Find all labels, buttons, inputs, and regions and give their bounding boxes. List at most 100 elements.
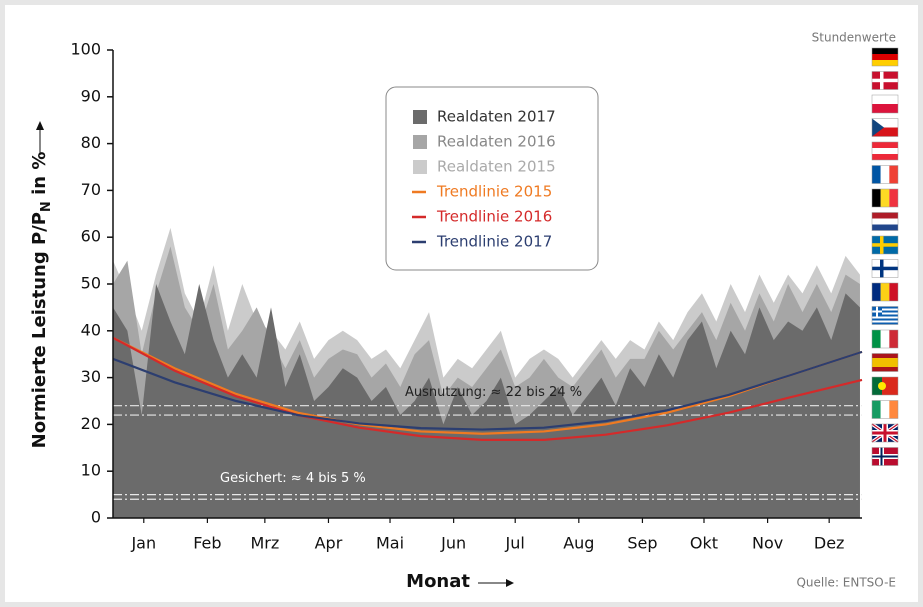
flag (871, 353, 899, 372)
flag-border (871, 353, 899, 372)
flag-border (871, 376, 899, 396)
y-label-sub: N (39, 201, 54, 212)
flag-border (871, 118, 899, 137)
y-tick-label: 30 (81, 367, 101, 386)
flag-part (889, 165, 898, 184)
flag-part (872, 165, 881, 184)
y-label-part: Normierte Leistung P/P (29, 212, 50, 448)
flag-part (889, 330, 898, 348)
y-axis-label: Normierte Leistung P/PN in % (29, 152, 54, 449)
flag-part (872, 218, 898, 225)
flag-border (871, 71, 899, 90)
x-tick-label: Dez (814, 534, 845, 553)
flag-part (872, 127, 898, 137)
legend-label: Trendlinie 2016 (436, 208, 552, 226)
flag-part (872, 318, 898, 321)
y-tick-label: 50 (81, 274, 101, 293)
area (113, 284, 860, 518)
flag (871, 306, 899, 325)
y-tick-label: 20 (81, 414, 101, 433)
flag-part (872, 104, 898, 113)
legend-label: Trendlinie 2015 (436, 183, 552, 201)
x-tick-label: Mrz (250, 534, 279, 553)
flag (871, 188, 899, 208)
flag-part (872, 314, 898, 317)
flag-part (882, 377, 898, 395)
flag-border (871, 306, 899, 325)
flag-part (872, 308, 898, 311)
x-tick-label: Feb (193, 534, 221, 553)
flag-part (872, 362, 898, 367)
flag-part (872, 266, 898, 271)
flag-part (872, 243, 898, 247)
x-tick-label: Mai (376, 534, 404, 553)
legend-label: Trendlinie 2017 (436, 233, 552, 251)
flag-part (872, 377, 882, 395)
x-axis-label: Monat (406, 571, 470, 592)
legend-swatch (413, 110, 427, 124)
legend: Realdaten 2017 Realdaten 2016 Realdaten 20… (385, 86, 599, 271)
flag-border (871, 235, 899, 255)
x-tick-label: Apr (315, 534, 343, 553)
flag-part (872, 48, 898, 54)
flag-border (871, 141, 899, 161)
flag (871, 282, 899, 302)
flag-border (871, 47, 899, 67)
flag-part (872, 78, 898, 83)
flag-part (872, 353, 898, 358)
flag-part (872, 400, 881, 419)
flag-part (872, 310, 882, 313)
flag-border (871, 282, 899, 302)
flag-part (872, 322, 898, 325)
flag (871, 94, 899, 114)
legend-box (385, 86, 599, 271)
y-tick-label: 80 (81, 133, 101, 152)
flag (871, 212, 899, 231)
flag-part (889, 189, 898, 207)
annotation: Gesichert: ≈ 4 bis 5 % (220, 471, 366, 486)
flag-part (872, 310, 898, 313)
y-tick-label: 10 (81, 461, 101, 480)
flag-part (872, 148, 898, 154)
y-arrow (36, 121, 44, 155)
flag-part (872, 367, 898, 372)
note: Stundenwerte (812, 31, 896, 45)
legend-label: Realdaten 2015 (437, 158, 556, 176)
flag-border (871, 259, 899, 278)
x-tick-label: Nov (752, 534, 783, 553)
trend-line (112, 336, 863, 441)
flag-part (880, 189, 890, 207)
legend-label: Realdaten 2017 (437, 108, 556, 126)
flag (871, 165, 899, 184)
flag-part (880, 165, 890, 184)
y-tick-label: 100 (70, 40, 101, 59)
flag-part (872, 224, 898, 231)
y-tick-label: 60 (81, 227, 101, 246)
flag-part (872, 312, 898, 315)
flag-border (871, 400, 899, 419)
annotation: Ausnutzung: ≈ 22 bis 24 % (405, 385, 582, 400)
x-tick-label: Jun (440, 534, 466, 553)
y-label-part: in % (29, 152, 50, 202)
flags (871, 47, 899, 466)
flag (871, 47, 899, 67)
x-tick-label: Jan (130, 534, 156, 553)
y-tick-label: 40 (81, 320, 101, 339)
flag-border (871, 94, 899, 114)
y-tick-label: 90 (81, 86, 101, 105)
flag-border (871, 329, 899, 349)
flag-border (871, 423, 899, 443)
flag-part (872, 320, 898, 323)
flag-part (889, 283, 898, 301)
flag (871, 329, 899, 349)
flag-part (872, 455, 898, 458)
flag (871, 141, 899, 161)
flag-part (872, 212, 898, 219)
flag-part (872, 330, 881, 348)
flag (871, 447, 899, 466)
flag-part (872, 142, 898, 148)
flag-part (878, 382, 886, 390)
flag-part (872, 154, 898, 160)
flag-part (880, 400, 890, 419)
flag (871, 118, 899, 137)
